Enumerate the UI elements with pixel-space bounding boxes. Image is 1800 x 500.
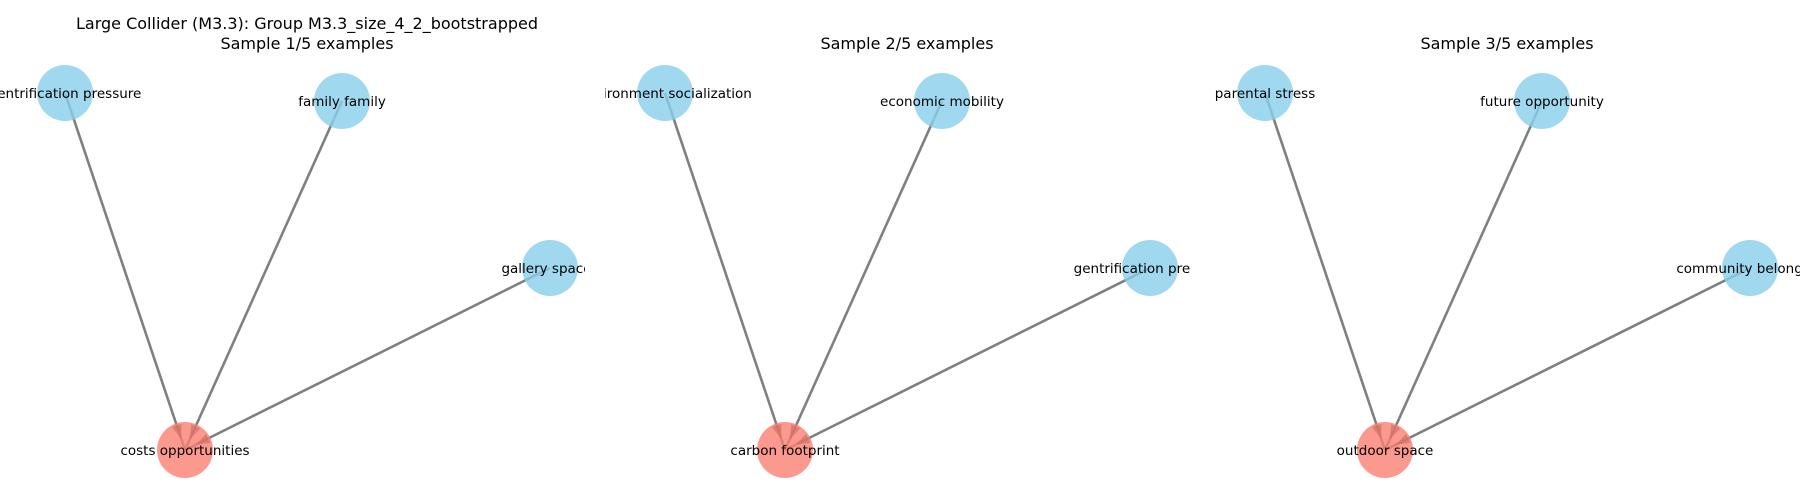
effect-node xyxy=(757,422,813,478)
cause-node xyxy=(1122,240,1178,296)
arrowhead xyxy=(195,433,211,445)
figure-title: Large Collider (M3.3): Group M3.3_size_4… xyxy=(76,14,538,34)
effect-label: outdoor space xyxy=(1337,443,1434,459)
panel-3: parental stress future opportunity communi… xyxy=(1215,65,1800,478)
effect-node xyxy=(1357,422,1413,478)
effect-label: costs opportunities xyxy=(120,443,249,459)
arrowhead xyxy=(789,424,801,440)
edge-1 xyxy=(1263,92,1387,451)
cause-label: gentrification pressure xyxy=(0,86,141,102)
panel-2: environment socialization economic mobili… xyxy=(578,65,1227,478)
arrowhead xyxy=(1389,424,1401,440)
edge-2 xyxy=(183,100,344,451)
edge-3 xyxy=(1384,266,1751,452)
edge-1 xyxy=(63,92,187,451)
cause-node xyxy=(1722,240,1778,296)
edge-2 xyxy=(1383,100,1544,451)
edge-3 xyxy=(184,266,551,452)
effect-label: carbon footprint xyxy=(730,443,839,459)
cause-label: community belonging xyxy=(1676,261,1800,277)
cause-label: family family xyxy=(298,94,386,110)
panel-title: Sample 3/5 examples xyxy=(1420,34,1593,53)
edge-1 xyxy=(663,92,787,451)
cause-node xyxy=(37,65,93,121)
effect-node xyxy=(157,422,213,478)
cause-label: economic mobility xyxy=(880,94,1004,110)
cause-label: gentrification pressure xyxy=(1074,261,1227,277)
cause-node xyxy=(314,73,370,129)
panel-title: Sample 2/5 examples xyxy=(820,34,993,53)
cause-node xyxy=(1514,73,1570,129)
cause-label: gallery spaces xyxy=(501,261,598,277)
cause-label: parental stress xyxy=(1215,86,1316,102)
cause-node xyxy=(914,73,970,129)
cause-node xyxy=(637,65,693,121)
arrowhead xyxy=(1371,423,1382,439)
panel-1: gentrification pressure family family gall… xyxy=(0,65,598,478)
arrowhead xyxy=(1395,433,1411,445)
arrowhead xyxy=(189,424,201,440)
arrowhead xyxy=(795,433,811,445)
panel-title: Sample 1/5 examples xyxy=(220,34,393,53)
arrowhead xyxy=(171,423,182,439)
cause-node xyxy=(1237,65,1293,121)
edge-2 xyxy=(783,100,944,451)
cause-label: future opportunity xyxy=(1480,94,1604,110)
edge-3 xyxy=(784,266,1151,452)
cause-node xyxy=(522,240,578,296)
arrowhead xyxy=(771,423,782,439)
cause-label: environment socialization xyxy=(578,86,752,102)
